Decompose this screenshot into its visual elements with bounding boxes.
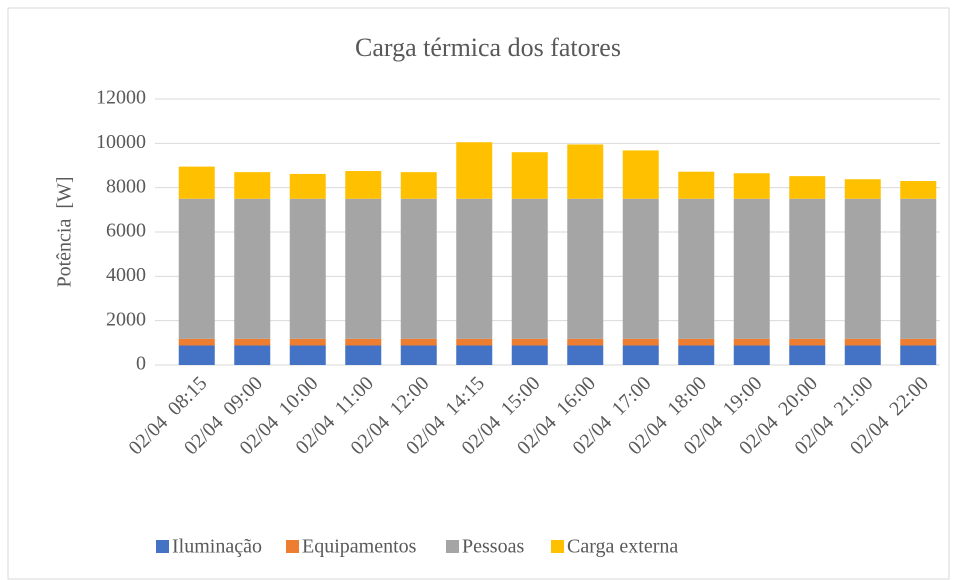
bar-segment — [456, 198, 493, 339]
legend-label: Equipamentos — [302, 536, 417, 558]
bar-segment — [234, 172, 271, 199]
bar-segment — [400, 338, 437, 346]
bar-segment — [622, 338, 659, 346]
y-tick-label: 10000 — [96, 131, 146, 153]
bar-segment — [289, 173, 326, 199]
bar-segment — [622, 198, 659, 339]
bar-segment — [567, 338, 604, 346]
bar-segment — [678, 345, 715, 365]
bar-segment — [900, 181, 937, 199]
bar-segment — [511, 198, 548, 339]
bar-segment — [511, 345, 548, 365]
bar-segment — [234, 198, 271, 339]
bar-segment — [400, 198, 437, 339]
bar-segment — [900, 345, 937, 365]
legend-swatch — [446, 540, 459, 553]
chart-title: Carga térmica dos fatores — [355, 33, 621, 62]
y-tick-label: 6000 — [106, 220, 146, 242]
bar-segment — [733, 345, 770, 365]
bar-segment — [289, 198, 326, 339]
bar-segment — [789, 345, 826, 365]
bar-segment — [844, 198, 881, 339]
y-tick-label: 0 — [136, 353, 146, 375]
bar-segment — [178, 198, 215, 339]
bar-segment — [622, 345, 659, 365]
bar-segment — [345, 338, 382, 346]
y-tick-label: 12000 — [96, 87, 146, 109]
bar-segment — [456, 142, 493, 199]
y-tick-label: 4000 — [106, 264, 146, 286]
bar-segment — [900, 198, 937, 339]
legend-label: Pessoas — [462, 536, 524, 558]
bar-segment — [789, 198, 826, 339]
bar-segment — [234, 345, 271, 365]
bar-segment — [789, 176, 826, 199]
bar-segment — [567, 198, 604, 339]
bar-segment — [678, 171, 715, 199]
y-tick-label: 8000 — [106, 175, 146, 197]
bar-segment — [733, 338, 770, 346]
bar-segment — [456, 345, 493, 365]
bar-segment — [567, 345, 604, 365]
legend-label: Carga externa — [567, 536, 678, 558]
bar-segment — [733, 198, 770, 339]
bar-segment — [567, 144, 604, 199]
bar-segment — [400, 345, 437, 365]
bar-segment — [345, 345, 382, 365]
legend-swatch — [551, 540, 564, 553]
legend-label: Iluminação — [172, 536, 262, 558]
bar-segment — [400, 172, 437, 199]
legend-swatch — [156, 540, 169, 553]
bar-segment — [789, 338, 826, 346]
bar-segment — [289, 338, 326, 346]
bar-segment — [900, 338, 937, 346]
y-axis-label: Potência [W] — [54, 176, 76, 287]
bar-segment — [678, 198, 715, 339]
bar-segment — [511, 152, 548, 199]
bar-segment — [178, 345, 215, 365]
bar-segment — [844, 345, 881, 365]
bar-segment — [511, 338, 548, 346]
legend-swatch — [286, 540, 299, 553]
bar-segment — [345, 171, 382, 199]
bar-segment — [234, 338, 271, 346]
bar-segment — [345, 198, 382, 339]
bar-segment — [678, 338, 715, 346]
bar-segment — [844, 338, 881, 346]
bar-segment — [289, 345, 326, 365]
y-tick-label: 2000 — [106, 308, 146, 330]
bar-segment — [844, 179, 881, 199]
bar-segment — [733, 173, 770, 199]
bar-segment — [456, 338, 493, 346]
bar-segment — [178, 166, 215, 199]
bar-segment — [622, 150, 659, 199]
bar-segment — [178, 338, 215, 346]
